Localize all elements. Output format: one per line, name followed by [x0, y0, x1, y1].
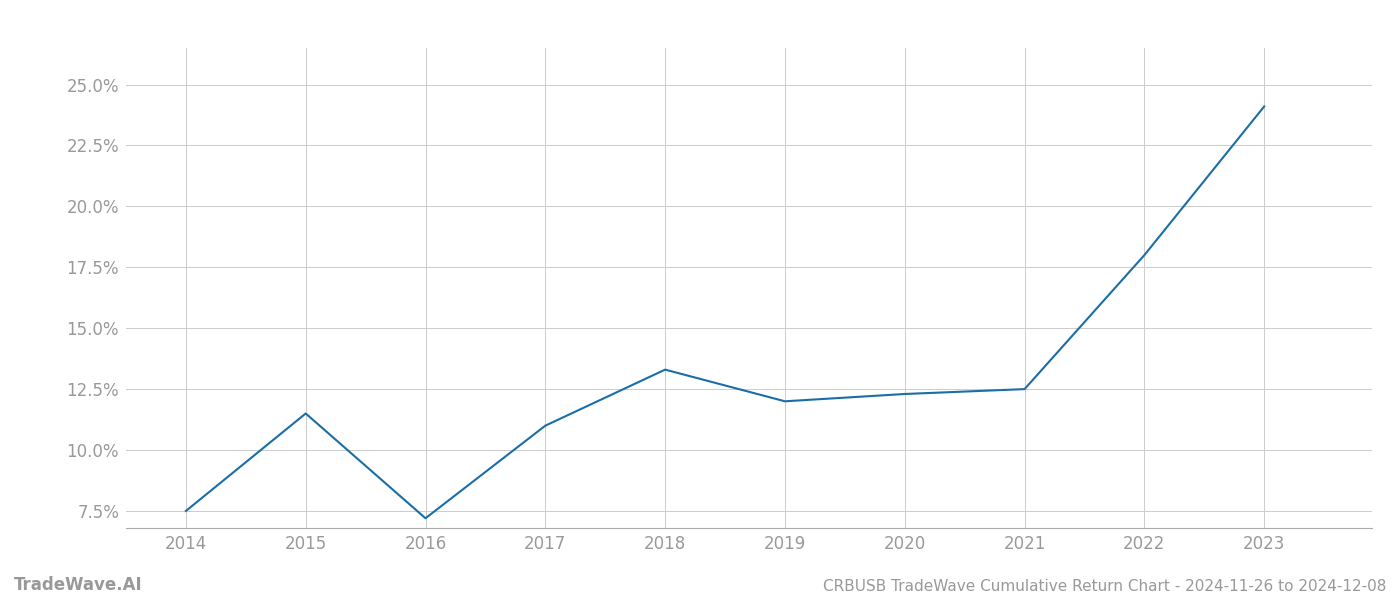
- Text: CRBUSB TradeWave Cumulative Return Chart - 2024-11-26 to 2024-12-08: CRBUSB TradeWave Cumulative Return Chart…: [823, 579, 1386, 594]
- Text: TradeWave.AI: TradeWave.AI: [14, 576, 143, 594]
